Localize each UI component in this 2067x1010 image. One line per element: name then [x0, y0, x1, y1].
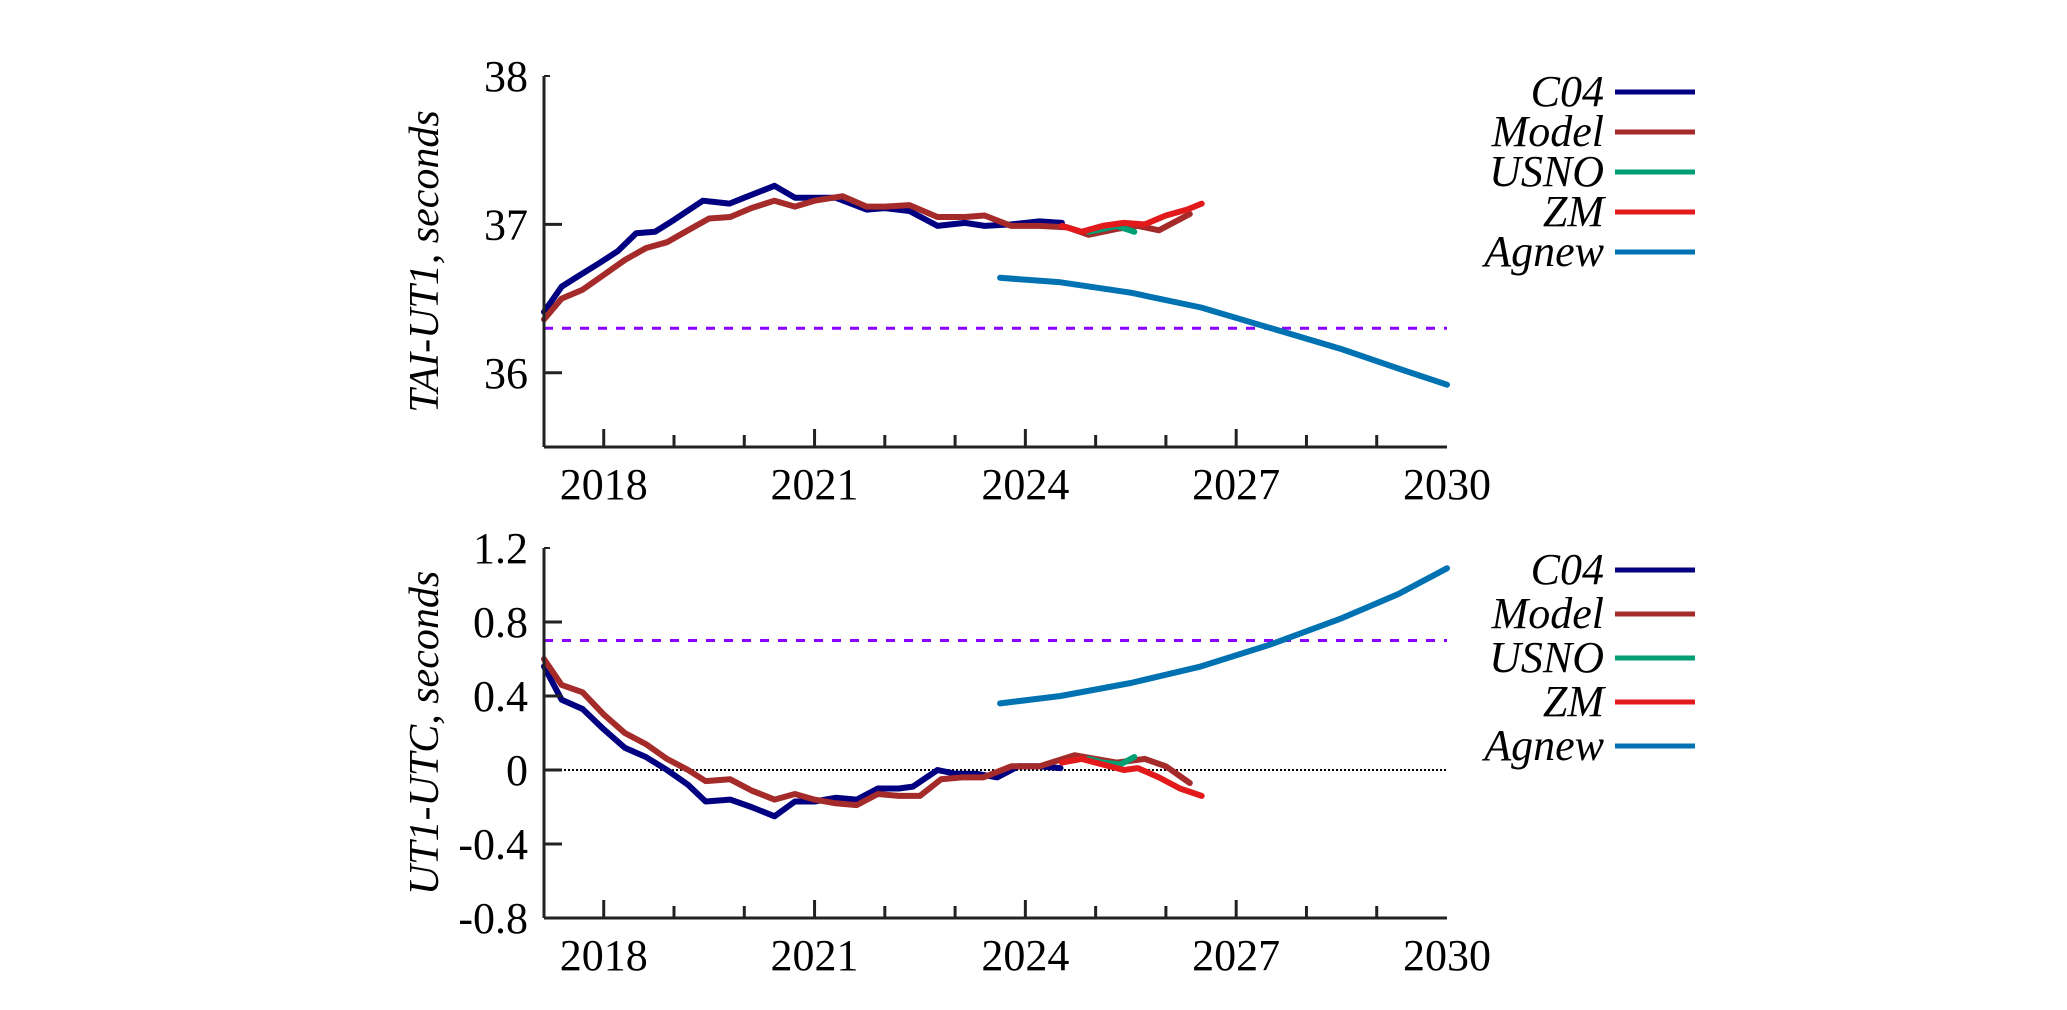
series-line-zm [1058, 755, 1205, 799]
y-tick-label: 0.8 [473, 598, 528, 647]
x-tick-label: 2024 [981, 460, 1069, 509]
y-axis-title: TAI-UT1, seconds [402, 110, 448, 413]
panel-ut1-utc: -0.8 -0.4 0 0.4 0.8 1.2 2018 2021 2024 2027 2030 UT… [402, 524, 1695, 980]
y-tick-label: 0.4 [473, 672, 528, 721]
series-line-zm [1058, 200, 1205, 235]
x-tick-label: 2024 [981, 931, 1069, 980]
legend-label-zm: ZM [1543, 187, 1606, 236]
legend-label-model: Model [1491, 107, 1604, 156]
x-tick-label: 2018 [560, 931, 648, 980]
legend-label-model: Model [1491, 589, 1604, 638]
series-line-model [541, 656, 1193, 809]
series-line-agnew [997, 565, 1450, 707]
legend-label-agnew: Agnew [1481, 227, 1604, 276]
series-line-agnew [997, 274, 1450, 388]
legend-label-zm: ZM [1543, 677, 1606, 726]
legend-label-c04: C04 [1531, 545, 1604, 594]
y-tick-label: -0.8 [458, 894, 528, 943]
y-axis-title: UT1-UTC, seconds [402, 571, 448, 895]
x-tick-label: 2030 [1403, 931, 1491, 980]
y-tick-label: 38 [484, 52, 528, 101]
y-tick-label: -0.4 [458, 820, 528, 869]
y-tick-label: 0 [506, 746, 528, 795]
y-tick-label: 1.2 [473, 524, 528, 573]
series-line-model [541, 193, 1193, 323]
series-line-c04 [541, 663, 1064, 820]
series-line-c04 [541, 182, 1065, 315]
x-tick-label: 2021 [771, 931, 859, 980]
x-tick-label: 2030 [1403, 460, 1491, 509]
legend-label-c04: C04 [1531, 67, 1604, 116]
panel-tai-ut1: 36 37 38 2018 2021 2024 2027 2030 TAI-UT1, secon… [402, 52, 1695, 509]
x-tick-label: 2018 [560, 460, 648, 509]
y-tick-label: 36 [484, 349, 528, 398]
x-tick-label: 2027 [1192, 931, 1280, 980]
x-tick-label: 2021 [771, 460, 859, 509]
legend-label-agnew: Agnew [1481, 721, 1604, 770]
x-tick-label: 2027 [1192, 460, 1280, 509]
legend-label-usno: USNO [1489, 147, 1604, 196]
legend-label-usno: USNO [1489, 633, 1604, 682]
y-tick-label: 37 [484, 200, 528, 249]
